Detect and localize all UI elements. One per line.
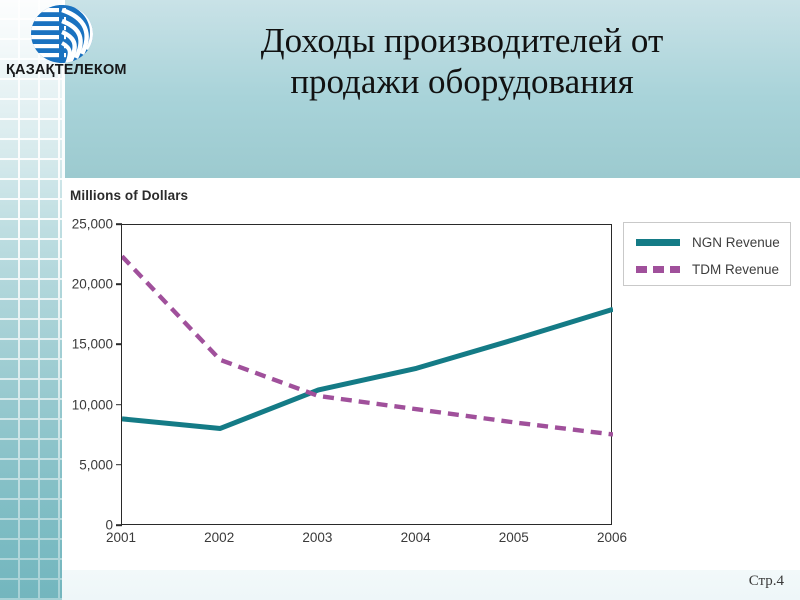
plot-lines [122, 254, 613, 437]
y-axis-tick-label: 10,000 [71, 397, 113, 413]
y-axis-tick-label: 25,000 [71, 216, 113, 232]
x-axis-tick-label: 2005 [498, 530, 529, 545]
page-title: Доходы производителей от продажи оборудо… [152, 20, 772, 103]
logo-wordmark: ҚАЗАҚТЕЛЕКОМ [6, 62, 127, 78]
series-line-tdm-revenue [122, 254, 613, 437]
x-axis-tick-label: 2002 [204, 530, 235, 545]
slide-footer-band [62, 570, 800, 600]
legend-label-tdm: TDM Revenue [692, 261, 780, 277]
series-line-ngn-revenue [122, 306, 613, 431]
y-axis-tick-label: 20,000 [71, 276, 113, 292]
page-title-line-1: Доходы производителей от [260, 21, 664, 60]
y-axis-tick-mark [116, 403, 122, 406]
globe-icon [28, 4, 96, 64]
x-axis-tick-label: 2003 [302, 530, 333, 545]
page-number: Стр.4 [748, 573, 784, 589]
page-title-line-2: продажи оборудования [290, 62, 634, 102]
legend-swatch-tdm [636, 265, 680, 273]
legend-item-1: TDM Revenue [636, 260, 779, 278]
y-axis-tick-mark [116, 524, 122, 526]
legend-item-0: NGN Revenue [636, 233, 780, 251]
y-axis-tick-label: 5,000 [79, 457, 113, 473]
y-axis-tick-label: 15,000 [71, 336, 113, 352]
chart-y-axis-title: Millions of Dollars [70, 188, 189, 203]
y-axis-tick-mark [116, 283, 122, 285]
x-axis-tick-label: 2001 [105, 530, 137, 545]
legend-label-ngn: NGN Revenue [692, 234, 780, 250]
y-axis-tick-mark [116, 223, 122, 225]
x-axis-tick-label: 2006 [596, 530, 628, 545]
slide-header-band [0, 0, 800, 178]
y-axis-tick-mark [116, 343, 122, 346]
chart-panel: Millions of Dollars 0 5,000 10,000 15,000 20… [62, 178, 800, 570]
chart-legend: NGN Revenue TDM Revenue [623, 222, 791, 286]
company-logo: ҚАЗАҚТЕЛЕКОМ [6, 4, 141, 86]
decorative-grid-sidebar [0, 0, 62, 600]
legend-swatch-ngn [636, 238, 680, 246]
x-axis-tick-label: 2004 [400, 530, 431, 545]
y-axis-tick-mark [116, 464, 122, 466]
plot-area [121, 224, 613, 525]
y-axis-tick-label: 0 [105, 517, 113, 533]
